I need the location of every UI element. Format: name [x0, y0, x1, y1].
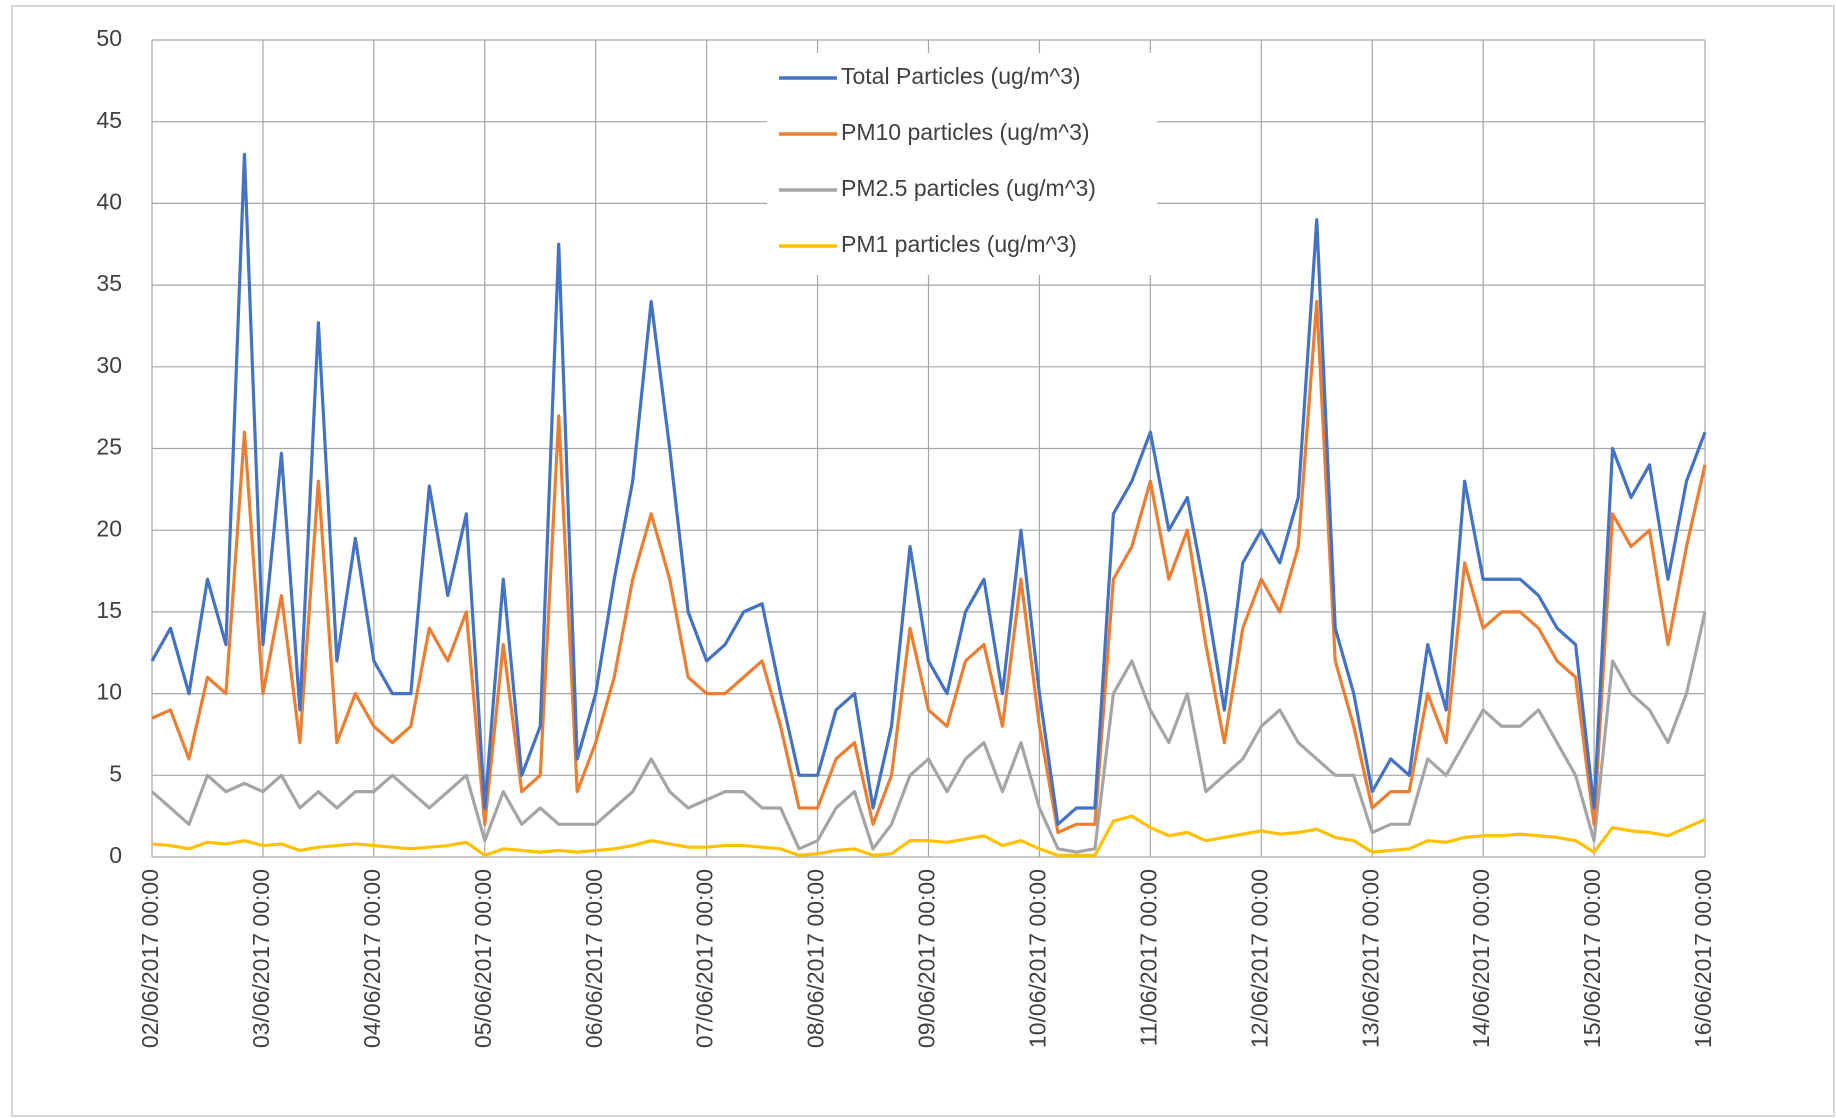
series-line	[151, 299, 1707, 835]
series-line	[151, 814, 1706, 857]
y-tick-label: 45	[96, 107, 122, 133]
x-tick-label: 13/06/2017 00:00	[1357, 869, 1383, 1048]
x-tick-label: 14/06/2017 00:00	[1468, 869, 1494, 1048]
y-tick-label: 30	[96, 352, 122, 378]
x-tick-label: 05/06/2017 00:00	[470, 869, 496, 1048]
x-tick-label: 16/06/2017 00:00	[1690, 869, 1716, 1048]
x-tick-label: 07/06/2017 00:00	[692, 869, 718, 1048]
legend: Total Particles (ug/m^3) PM10 particles (…	[767, 53, 1157, 275]
x-tick-label: 15/06/2017 00:00	[1579, 869, 1605, 1048]
y-tick-label: 25	[96, 434, 122, 460]
series-line	[150, 152, 1707, 826]
y-tick-label: 20	[96, 515, 122, 541]
y-tick-label: 40	[96, 188, 122, 214]
series-line	[150, 611, 1707, 854]
x-tick-label: 12/06/2017 00:00	[1246, 869, 1272, 1048]
x-tick-label: 04/06/2017 00:00	[359, 869, 385, 1048]
x-tick-label: 11/06/2017 00:00	[1135, 869, 1161, 1046]
legend-box	[767, 53, 1157, 275]
x-tick-label: 10/06/2017 00:00	[1025, 869, 1051, 1048]
y-tick-label: 35	[96, 270, 122, 296]
x-tick-label: 08/06/2017 00:00	[803, 869, 829, 1048]
y-tick-label: 10	[96, 679, 122, 705]
legend-label: PM1 particles (ug/m^3)	[841, 231, 1077, 257]
y-tick-label: 0	[109, 842, 122, 868]
y-tick-label: 5	[109, 760, 122, 786]
x-tick-label: 03/06/2017 00:00	[248, 869, 274, 1048]
y-tick-label: 15	[96, 597, 122, 623]
legend-label: Total Particles (ug/m^3)	[841, 63, 1081, 89]
legend-label: PM2.5 particles (ug/m^3)	[841, 175, 1096, 201]
x-tick-label: 02/06/2017 00:00	[137, 869, 163, 1048]
legend-label: PM10 particles (ug/m^3)	[841, 119, 1090, 145]
y-tick-label: 50	[96, 25, 122, 51]
x-tick-label: 09/06/2017 00:00	[914, 869, 940, 1048]
x-tick-label: 06/06/2017 00:00	[581, 869, 607, 1048]
